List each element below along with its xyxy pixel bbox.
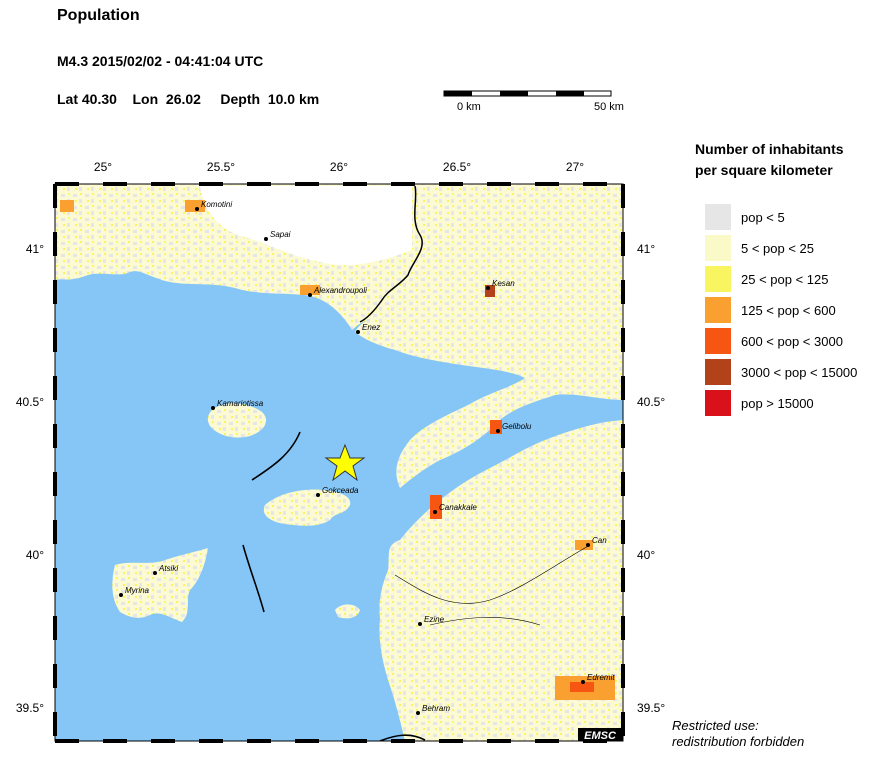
legend-title: Number of inhabitants per square kilomet… xyxy=(695,139,844,181)
legend-title-line1: Number of inhabitants xyxy=(695,141,844,157)
city-dot xyxy=(581,680,585,684)
province-line xyxy=(394,544,591,604)
longitude-label: 26° xyxy=(330,160,348,174)
land-turkey-thrace xyxy=(355,184,623,488)
city-dot xyxy=(316,493,320,497)
island-lemnos xyxy=(112,548,208,622)
usage-notice-line1: Restricted use: xyxy=(672,718,759,733)
greek-interior xyxy=(200,186,412,266)
map: Komotini Sapai Alexandroupoli Enez Kesan Kama… xyxy=(16,160,665,743)
legend-label: 600 < pop < 3000 xyxy=(741,333,843,349)
legend-label: pop < 5 xyxy=(741,209,785,225)
legend-item: pop > 15000 xyxy=(705,390,814,416)
emsc-badge: EMSC xyxy=(584,730,617,742)
fault-line xyxy=(242,544,265,613)
scale-left-label: 0 km xyxy=(457,101,481,113)
legend-swatch xyxy=(705,328,731,354)
event-info: M4.3 2015/02/02 - 04:41:04 UTC xyxy=(57,53,264,69)
event-coordinates: Lat 40.30 Lon 26.02 Depth 10.0 km xyxy=(57,91,320,107)
city-label: Alexandroupoli xyxy=(313,286,367,295)
city-label: Kesan xyxy=(492,279,515,288)
city-dot xyxy=(433,510,437,514)
longitude-label: 25.5° xyxy=(207,160,235,174)
city-label: Atsiki xyxy=(158,564,178,573)
city-dot xyxy=(119,593,123,597)
fault-line xyxy=(251,431,301,481)
latitude-labels-left: 41° 40.5° 40° 39.5° xyxy=(16,242,44,715)
legend-item: pop < 5 xyxy=(705,204,785,230)
city-label: Canakkale xyxy=(439,503,477,512)
city-label: Behram xyxy=(422,704,450,713)
city-dot xyxy=(496,429,500,433)
city-label: Edremit xyxy=(587,673,615,682)
legend-swatch xyxy=(705,359,731,385)
city-label: Gokceada xyxy=(322,486,359,495)
latitude-label: 40.5° xyxy=(637,395,665,409)
legend-label: pop > 15000 xyxy=(741,395,814,411)
longitude-label: 26.5° xyxy=(443,160,471,174)
latitude-label: 40.5° xyxy=(16,395,44,409)
latitude-label: 41° xyxy=(637,242,655,256)
city-dot xyxy=(308,293,312,297)
longitude-label: 25° xyxy=(94,160,112,174)
city-label: Sapai xyxy=(270,230,291,239)
legend-swatch xyxy=(705,390,731,416)
legend-swatch xyxy=(705,297,731,323)
usage-notice-line2: redistribution forbidden xyxy=(672,734,805,749)
city-dot xyxy=(153,571,157,575)
island-gokceada xyxy=(263,489,351,526)
legend-label: 125 < pop < 600 xyxy=(741,302,836,318)
legend-swatch xyxy=(705,266,731,292)
latitude-label: 39.5° xyxy=(637,701,665,715)
city-dot xyxy=(356,330,360,334)
scale-bar xyxy=(443,90,612,97)
latitude-label: 39.5° xyxy=(16,701,44,715)
latitude-labels-right: 41° 40.5° 40° 39.5° xyxy=(637,242,665,715)
epicenter-star xyxy=(324,443,366,482)
province-line xyxy=(429,617,541,626)
city-label: Kamariotissa xyxy=(217,399,264,408)
city-dot xyxy=(586,543,590,547)
usage-notice: Restricted use: redistribution forbidden xyxy=(672,718,804,750)
legend-swatch xyxy=(705,235,731,261)
latitude-label: 40° xyxy=(637,548,655,562)
legend-item: 3000 < pop < 15000 xyxy=(705,359,857,385)
longitude-labels-top: 25° 25.5° 26° 26.5° 27° xyxy=(94,160,584,174)
legend-label: 3000 < pop < 15000 xyxy=(741,364,858,380)
city-labels: Komotini Sapai Alexandroupoli Enez Kesan Kama… xyxy=(119,200,615,715)
scale-right-label: 50 km xyxy=(594,101,624,113)
population-hotspots xyxy=(60,200,615,700)
city-label: Komotini xyxy=(201,200,232,209)
city-dot xyxy=(195,207,199,211)
border-line xyxy=(359,185,423,323)
city-dot xyxy=(486,286,490,290)
island-bozcaada xyxy=(335,604,360,619)
fault-line xyxy=(379,734,426,741)
city-label: Can xyxy=(592,536,607,545)
city-label: Gelibolu xyxy=(502,422,532,431)
city-dot xyxy=(416,711,420,715)
longitude-label: 27° xyxy=(566,160,584,174)
latitude-label: 41° xyxy=(26,242,44,256)
legend-item: 600 < pop < 3000 xyxy=(705,328,843,354)
city-dot xyxy=(211,406,215,410)
city-dot xyxy=(264,237,268,241)
island-samothrace xyxy=(207,403,267,438)
legend-title-line2: per square kilometer xyxy=(695,162,833,178)
city-label: Myrina xyxy=(125,586,150,595)
city-label: Enez xyxy=(362,323,380,332)
legend-item: 125 < pop < 600 xyxy=(705,297,836,323)
legend-swatch xyxy=(705,204,731,230)
legend-item: 25 < pop < 125 xyxy=(705,266,828,292)
legend-label: 25 < pop < 125 xyxy=(741,271,829,287)
legend-item: 5 < pop < 25 xyxy=(705,235,814,261)
latitude-label: 40° xyxy=(26,548,44,562)
legend-label: 5 < pop < 25 xyxy=(741,240,815,256)
city-dot xyxy=(418,622,422,626)
city-label: Ezine xyxy=(424,615,445,624)
page-title: Population xyxy=(57,7,140,24)
